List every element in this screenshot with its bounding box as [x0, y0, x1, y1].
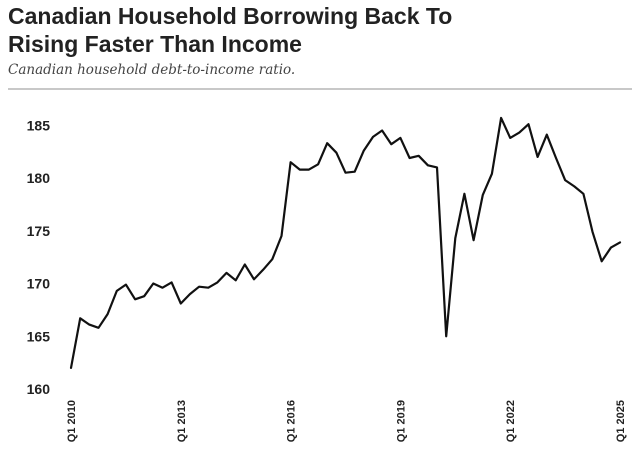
y-tick-label: 180 [27, 170, 51, 186]
chart-title: Canadian Household Borrowing Back To Ris… [8, 2, 628, 58]
y-tick-label: 175 [27, 223, 51, 239]
y-tick-label: 170 [27, 276, 51, 292]
x-axis-ticks: Q1 2010 Q1 2013 Q1 2016 Q1 2019 Q1 2022 Q1 20… [66, 400, 627, 442]
x-tick-label: Q1 2025 [615, 400, 627, 442]
x-tick-label: Q1 2022 [505, 400, 517, 442]
y-axis-ticks: 160 165 170 175 180 185 [27, 117, 51, 397]
x-tick-label: Q1 2010 [66, 400, 78, 442]
y-tick-label: 160 [27, 381, 51, 397]
chart-title-line-1: Canadian Household Borrowing Back To [8, 3, 453, 29]
y-tick-label: 165 [27, 328, 51, 344]
series-group [69, 116, 622, 369]
chart-title-line-2: Rising Faster Than Income [8, 31, 302, 57]
y-tick-label: 185 [27, 117, 51, 133]
x-tick-label: Q1 2016 [286, 400, 298, 442]
series-line-debt-to-income [69, 116, 622, 369]
chart-subtitle: Canadian household debt-to-income ratio. [8, 62, 296, 78]
title-divider [8, 88, 632, 90]
x-tick-label: Q1 2019 [395, 400, 407, 442]
x-tick-label: Q1 2013 [176, 400, 188, 442]
